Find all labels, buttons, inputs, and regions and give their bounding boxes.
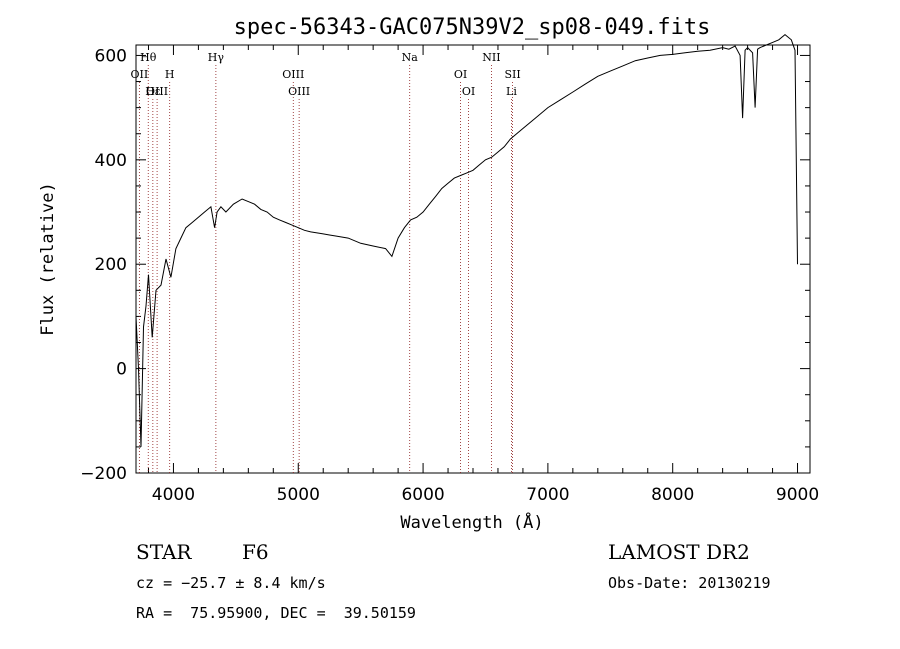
line-marker-label: NII: [482, 51, 500, 64]
line-marker-label: OIII: [288, 85, 310, 98]
axis-ticks: [136, 45, 810, 474]
line-marker-label: OIII: [146, 85, 168, 98]
coordinates: RA = 75.95900, DEC = 39.50159: [136, 604, 416, 622]
x-tick-label: 5000: [277, 485, 320, 505]
line-marker-label: OII: [131, 68, 149, 81]
line-marker-label: OIII: [282, 68, 304, 81]
x-tick-label: 7000: [526, 485, 569, 505]
y-tick-label: 600: [95, 46, 127, 66]
line-marker-label: Na: [402, 51, 419, 64]
redshift-cz: cz = −25.7 ± 8.4 km/s: [136, 574, 326, 592]
x-tick-label: 4000: [152, 485, 195, 505]
object-class: STAR: [136, 540, 192, 564]
observation-date: Obs-Date: 20130219: [608, 574, 771, 592]
line-marker-label: OI: [462, 85, 475, 98]
y-tick-label: 200: [95, 255, 127, 275]
line-markers: Hθ OII OIII H Hε Hγ OIII OIII Na OI OI NII SII Li: [131, 51, 521, 473]
line-marker-label: Hγ: [208, 51, 225, 64]
line-marker-label: Li: [506, 85, 517, 98]
plot-frame: [135, 44, 811, 474]
x-tick-label: 9000: [776, 485, 819, 505]
y-tick-label: 400: [95, 151, 127, 171]
y-tick-label: 0: [116, 360, 127, 380]
chart-title: spec-56343-GAC075N39V2_sp08-049.fits: [234, 15, 711, 40]
x-tick-label: 6000: [401, 485, 444, 505]
object-subclass: F6: [242, 540, 269, 564]
line-marker-label: SII: [504, 68, 520, 81]
line-marker-label: Hε: [145, 85, 161, 98]
line-marker-label: OI: [454, 68, 467, 81]
spectrum-line: [135, 33, 798, 447]
survey-name: LAMOST DR2: [608, 540, 750, 564]
x-tick-label: 8000: [651, 485, 694, 505]
x-tick-labels: 4000 5000 6000 7000 8000 9000: [152, 485, 819, 505]
line-marker-label: Hθ: [140, 51, 157, 64]
y-tick-label: −200: [80, 464, 127, 484]
y-axis-label: Flux (relative): [38, 182, 58, 336]
y-tick-labels: −200 0 200 400 600: [80, 46, 127, 484]
x-axis-label: Wavelength (Å): [400, 511, 543, 533]
line-marker-label: H: [165, 68, 175, 81]
